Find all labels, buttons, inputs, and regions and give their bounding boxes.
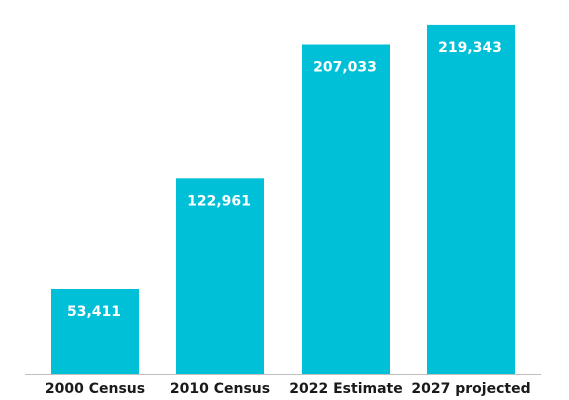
x-tick-label-4: 2027 projected <box>411 381 530 397</box>
bar-3 <box>302 44 390 374</box>
x-axis-ticks: 2000 Census 2010 Census 2022 Estimate 2027 … <box>45 381 531 397</box>
x-tick-label-2: 2010 Census <box>170 381 270 397</box>
bar-1 <box>51 288 139 374</box>
bars-layer <box>51 24 515 375</box>
bar-value-label-3: 207,033 <box>313 60 377 76</box>
x-tick-label-3: 2022 Estimate <box>289 381 402 397</box>
x-tick-label-1: 2000 Census <box>45 381 145 397</box>
data-labels-layer: 53,411 122,961 207,033 219,343 <box>67 40 502 320</box>
bar-2 <box>176 178 264 374</box>
bar-4 <box>427 24 515 375</box>
bar-value-label-4: 219,343 <box>438 40 502 56</box>
bar-value-label-1: 53,411 <box>67 304 121 320</box>
bar-value-label-2: 122,961 <box>187 193 251 209</box>
